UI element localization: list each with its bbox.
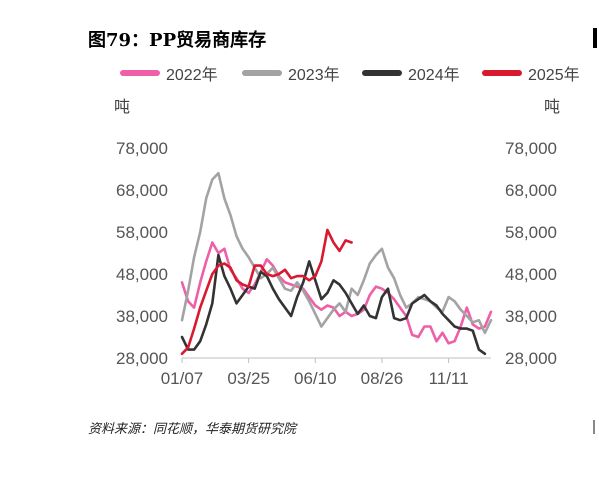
x-tick-label: 03/25 xyxy=(227,369,270,388)
series-lines xyxy=(180,171,493,356)
y-tick-label-right: 28,000 xyxy=(505,349,557,368)
x-tick-label: 01/07 xyxy=(161,369,204,388)
y-tick-label-right: 68,000 xyxy=(505,181,557,200)
legend-label-2025: 2025年 xyxy=(528,67,580,84)
series-line-2025 xyxy=(180,228,353,356)
chart-title: 图79：PP贸易商库存 xyxy=(88,30,267,51)
y-axis-unit-left: 吨 xyxy=(114,98,130,116)
source-note: 资料来源：同花顺，华泰期货研究院 xyxy=(88,422,297,437)
line-chart: 吨 吨 28,000 38,000 48,000 58,000 68,000 78,000… xyxy=(114,98,560,388)
y-tick-label-right: 48,000 xyxy=(505,265,557,284)
x-tick-label: 11/11 xyxy=(429,369,469,388)
y-tick-label-left: 78,000 xyxy=(116,139,168,158)
y-tick-label-left: 28,000 xyxy=(116,349,168,368)
legend-label-2024: 2024年 xyxy=(408,67,460,84)
legend-swatch-2024 xyxy=(362,70,402,76)
x-tick-label: 06/10 xyxy=(294,369,337,388)
legend-swatch-2023 xyxy=(242,70,282,76)
y-tick-label-right: 78,000 xyxy=(505,139,557,158)
edge-mark-bottom xyxy=(593,420,599,434)
y-tick-label-left: 48,000 xyxy=(116,265,168,284)
legend-label-2022: 2022年 xyxy=(166,67,218,84)
y-tick-label-left: 68,000 xyxy=(116,181,168,200)
y-tick-label-left: 38,000 xyxy=(116,307,168,326)
x-axis: 01/07 03/25 06/10 08/26 11/11 xyxy=(161,358,469,388)
y-axis-right: 28,000 38,000 48,000 58,000 68,000 78,000 xyxy=(505,139,557,368)
legend-swatch-2022 xyxy=(120,70,160,76)
y-tick-label-left: 58,000 xyxy=(116,223,168,242)
series-line-2024 xyxy=(180,253,487,356)
y-tick-label-right: 58,000 xyxy=(505,223,557,242)
y-axis-unit-right: 吨 xyxy=(544,98,560,116)
legend-item-2023: 2023年 xyxy=(242,61,340,85)
legend-swatch-2025 xyxy=(482,70,522,76)
legend-item-2022: 2022年 xyxy=(120,61,218,85)
edge-mark xyxy=(593,28,597,48)
legend-item-2025: 2025年 xyxy=(482,61,580,85)
legend-label-2023: 2023年 xyxy=(288,67,340,84)
y-tick-label-right: 38,000 xyxy=(505,307,557,326)
y-axis-left: 28,000 38,000 48,000 58,000 68,000 78,000 xyxy=(116,139,168,368)
x-tick-label: 08/26 xyxy=(361,369,404,388)
series-line-2022 xyxy=(180,241,493,345)
legend-item-2024: 2024年 xyxy=(362,61,460,85)
series-line-2023 xyxy=(180,171,493,335)
